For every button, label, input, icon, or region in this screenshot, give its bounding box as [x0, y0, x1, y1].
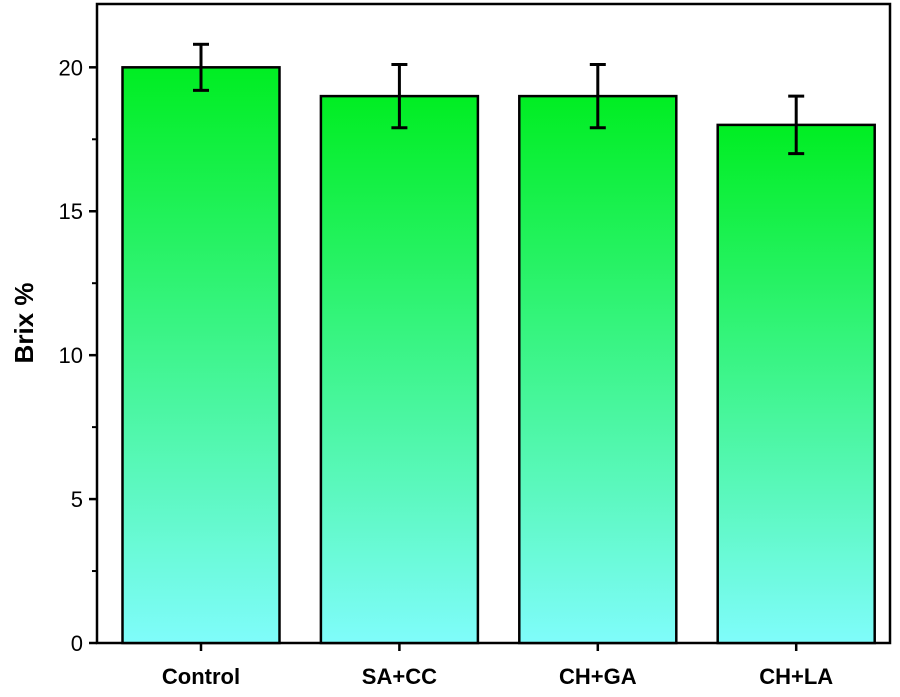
x-tick-label: Control	[162, 664, 240, 689]
y-tick-label: 15	[59, 199, 83, 224]
plot-frame	[95, 2, 892, 645]
bar	[518, 94, 678, 645]
bar	[716, 123, 876, 645]
error-bars-group	[193, 42, 805, 156]
bars-group	[121, 66, 876, 645]
bar	[121, 66, 281, 645]
y-tick-label: 0	[71, 631, 83, 656]
bar	[319, 94, 480, 645]
x-axis-ticks: Control SA+CC CH+GA CH+LA	[162, 643, 833, 689]
y-tick-label: 5	[71, 487, 83, 512]
x-tick-label: CH+GA	[559, 664, 637, 689]
y-axis-ticks: 0 5 10 15 20	[59, 55, 97, 656]
y-tick-label: 20	[59, 55, 83, 80]
y-tick-label: 10	[59, 343, 83, 368]
x-tick-label: CH+LA	[759, 664, 833, 689]
x-tick-label: SA+CC	[362, 664, 437, 689]
y-axis-title: Brix %	[9, 283, 39, 364]
